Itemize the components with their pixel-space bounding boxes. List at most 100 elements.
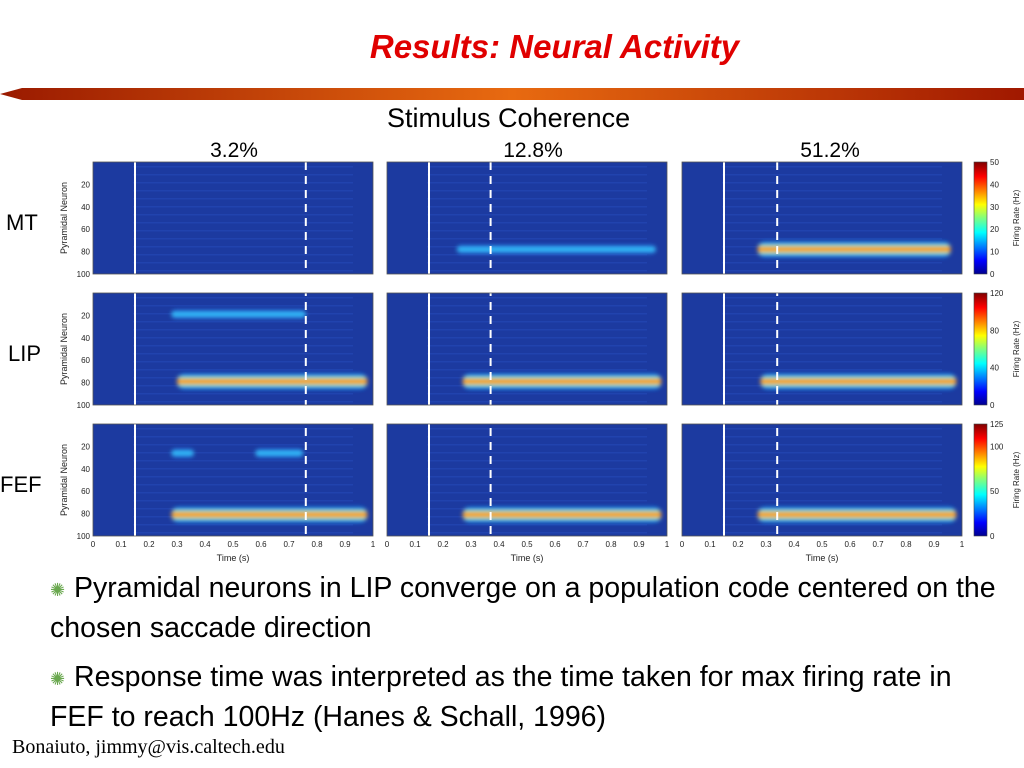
activity-band-6 <box>760 373 957 390</box>
colorbar-tick-mt-0: 0 <box>990 270 995 279</box>
y-tick-fef-100: 100 <box>77 532 91 541</box>
colorbar-mt <box>973 161 988 275</box>
y-tick-mt-40: 40 <box>81 203 90 212</box>
x-tick-3-5: 0.5 <box>816 540 828 549</box>
activity-band-7 <box>171 506 368 523</box>
coherence-label-2: 12.8% <box>503 139 563 162</box>
y-tick-lip-40: 40 <box>81 334 90 343</box>
activity-band-8 <box>171 448 194 458</box>
activity-band-1 <box>457 244 656 254</box>
y-tick-mt-20: 20 <box>81 180 90 189</box>
x-tick-2-5: 0.5 <box>521 540 533 549</box>
y-tick-lip-60: 60 <box>81 356 90 365</box>
colorbar-tick-mt-10: 10 <box>990 248 999 257</box>
y-tick-fef-20: 20 <box>81 442 90 451</box>
x-tick-1-6: 0.6 <box>255 540 267 549</box>
colorbar-lip <box>973 292 988 406</box>
heatmap-panel-mt-2 <box>387 162 667 274</box>
y-axis-label-fef: Pyramidal Neuron <box>59 444 69 516</box>
row-label-lip: LIP <box>8 341 42 366</box>
x-tick-2-7: 0.7 <box>577 540 589 549</box>
x-tick-1-3: 0.3 <box>171 540 183 549</box>
activity-band-9 <box>255 448 303 458</box>
bullet-1-text: Pyramidal neurons in LIP converge on a p… <box>50 572 996 644</box>
x-tick-1-5: 0.5 <box>227 540 239 549</box>
coherence-label-3: 51.2% <box>800 139 860 162</box>
colorbar-tick-mt-50: 50 <box>990 158 999 167</box>
x-tick-2-3: 0.3 <box>465 540 477 549</box>
x-tick-1-9: 0.9 <box>339 540 351 549</box>
bullet-2: ✺ Response time was interpreted as the ti… <box>50 657 1000 737</box>
x-tick-1-2: 0.2 <box>143 540 155 549</box>
x-tick-1-7: 0.7 <box>283 540 295 549</box>
y-tick-lip-80: 80 <box>81 379 90 388</box>
x-tick-2-10: 1 <box>665 540 670 549</box>
colorbar-tick-fef-0: 0 <box>990 532 995 541</box>
colorbar-tick-fef-100: 100 <box>990 442 1004 451</box>
x-tick-3-1: 0.1 <box>704 540 716 549</box>
activity-band-2 <box>757 241 951 258</box>
activity-band-11 <box>757 506 957 523</box>
x-tick-2-4: 0.4 <box>493 540 505 549</box>
x-tick-1-0: 0 <box>91 540 96 549</box>
colorbar-tick-mt-20: 20 <box>990 225 999 234</box>
x-axis-label-2: Time (s) <box>511 553 544 563</box>
x-axis-label-3: Time (s) <box>806 553 839 563</box>
bullet-flower-icon: ✺ <box>50 580 66 600</box>
x-tick-2-1: 0.1 <box>409 540 421 549</box>
slide-title: Results: Neural Activity <box>369 28 740 65</box>
x-tick-2-9: 0.9 <box>633 540 645 549</box>
x-tick-3-10: 1 <box>960 540 965 549</box>
x-tick-2-2: 0.2 <box>437 540 449 549</box>
title-underline-bar <box>0 88 1024 100</box>
colorbar-label-mt: Firing Rate (Hz) <box>1012 189 1021 246</box>
colorbar-tick-lip-0: 0 <box>990 401 995 410</box>
y-tick-fef-80: 80 <box>81 510 90 519</box>
heatmap-panel-mt-1 <box>93 162 373 274</box>
x-tick-1-8: 0.8 <box>311 540 323 549</box>
bullet-1: ✺ Pyramidal neurons in LIP converge on a … <box>50 568 1000 648</box>
colorbar-tick-lip-80: 80 <box>990 326 999 335</box>
y-tick-fef-60: 60 <box>81 487 90 496</box>
y-tick-mt-100: 100 <box>77 270 91 279</box>
colorbar-tick-lip-40: 40 <box>990 364 999 373</box>
y-tick-mt-80: 80 <box>81 248 90 257</box>
y-axis-label-mt: Pyramidal Neuron <box>59 182 69 254</box>
footer-author: Bonaiuto, jimmy@vis.caltech.edu <box>12 736 285 758</box>
figure-subtitle: Stimulus Coherence <box>387 103 631 133</box>
x-tick-3-2: 0.2 <box>732 540 744 549</box>
x-tick-1-4: 0.4 <box>199 540 211 549</box>
x-tick-3-3: 0.3 <box>760 540 772 549</box>
colorbar-label-lip: Firing Rate (Hz) <box>1012 320 1021 377</box>
y-tick-lip-20: 20 <box>81 311 90 320</box>
colorbar-fef <box>973 423 988 537</box>
x-tick-3-8: 0.8 <box>900 540 912 549</box>
row-label-fef: FEF <box>0 472 42 497</box>
colorbar-tick-lip-120: 120 <box>990 289 1004 298</box>
colorbar-tick-mt-40: 40 <box>990 180 999 189</box>
bullet-flower-icon: ✺ <box>50 669 66 689</box>
colorbar-label-fef: Firing Rate (Hz) <box>1012 451 1021 508</box>
x-tick-3-7: 0.7 <box>872 540 884 549</box>
x-tick-2-0: 0 <box>385 540 390 549</box>
activity-band-10 <box>462 506 662 523</box>
x-tick-2-8: 0.8 <box>605 540 617 549</box>
activity-band-3 <box>177 373 368 390</box>
x-axis-label-1: Time (s) <box>217 553 250 563</box>
activity-band-5 <box>462 373 662 390</box>
y-tick-fef-40: 40 <box>81 465 90 474</box>
activity-band-4 <box>171 309 306 319</box>
y-tick-mt-60: 60 <box>81 225 90 234</box>
bullet-2-text: Response time was interpreted as the tim… <box>50 661 952 733</box>
x-tick-3-0: 0 <box>680 540 685 549</box>
x-tick-1-1: 0.1 <box>115 540 127 549</box>
x-tick-2-6: 0.6 <box>549 540 561 549</box>
colorbar-tick-fef-125: 125 <box>990 420 1004 429</box>
colorbar-tick-fef-50: 50 <box>990 487 999 496</box>
x-tick-1-10: 1 <box>371 540 376 549</box>
x-tick-3-4: 0.4 <box>788 540 800 549</box>
x-tick-3-9: 0.9 <box>928 540 940 549</box>
row-label-mt: MT <box>6 210 38 235</box>
y-axis-label-lip: Pyramidal Neuron <box>59 313 69 385</box>
